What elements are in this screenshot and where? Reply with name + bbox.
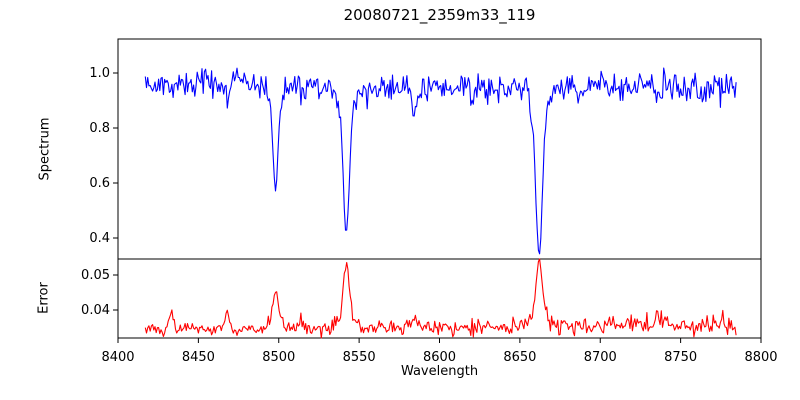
x-tick-label: 8800	[744, 350, 777, 365]
x-tick-label: 8750	[664, 350, 697, 365]
y-tick-label: 1.0	[89, 66, 110, 81]
y-tick-label: 0.4	[89, 231, 110, 246]
y-tick-label: 0.05	[81, 268, 110, 283]
x-tick-label: 8500	[262, 350, 295, 365]
x-tick-label: 8400	[101, 350, 134, 365]
x-tick-label: 8700	[584, 350, 617, 365]
x-tick-label: 8600	[423, 350, 456, 365]
x-tick-label: 8450	[182, 350, 215, 365]
y-tick-label: 0.6	[89, 176, 110, 191]
ylabel-error: Error	[36, 282, 52, 314]
ylabel-spectrum: Spectrum	[37, 117, 53, 181]
x-tick-label: 8550	[343, 350, 376, 365]
xlabel: Wavelength	[400, 364, 479, 379]
error-line	[144, 258, 737, 339]
y-tick-label: 0.04	[81, 303, 110, 318]
y-tick-label: 0.8	[89, 121, 110, 136]
spectrum-line	[144, 67, 737, 255]
x-tick-label: 8650	[503, 350, 536, 365]
chart-title: 20080721_2359m33_119	[343, 6, 536, 24]
